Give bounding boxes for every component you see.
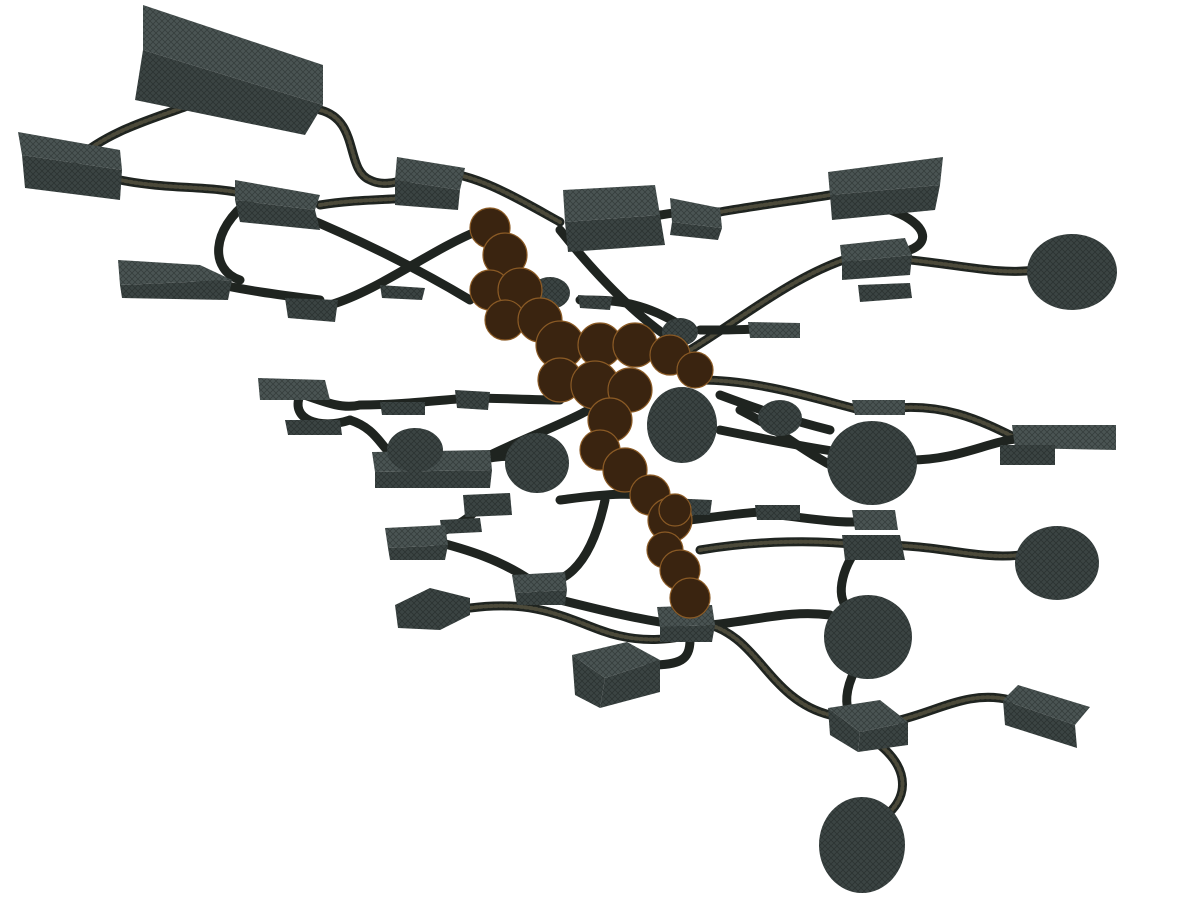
block-node [385,525,448,560]
round-node [1027,234,1117,310]
cable [905,433,1030,465]
round-node [1015,526,1099,600]
block-node [670,198,722,240]
block-node [380,285,425,300]
block-node [395,157,465,210]
cable [295,210,475,305]
block-node [755,505,800,520]
block-node [285,298,338,322]
block-node [440,493,512,534]
block-node [563,185,665,252]
block-node [858,283,912,302]
round-node [824,595,912,679]
block-node [258,378,342,435]
block-node [1003,685,1090,748]
block-node [18,132,122,200]
block-node [828,700,908,752]
block-node [578,295,612,310]
cables [70,100,1040,825]
cable [525,495,610,587]
block-node [1000,425,1116,465]
block-node [748,322,800,338]
block-node [852,400,905,415]
block-node [512,572,567,605]
block-node [235,180,320,230]
cable [325,225,485,310]
central-core [469,207,714,619]
round-node [647,387,717,463]
round-node [505,433,569,493]
round-node [827,421,917,505]
block-node [455,390,490,410]
block-node [840,238,912,280]
block-node [572,642,660,708]
block-node [380,402,425,415]
round-node [819,797,905,893]
block-node [842,510,905,560]
block-node [395,588,470,630]
block-node [118,260,232,300]
round-nodes [387,234,1117,893]
block-node [135,5,323,135]
round-node [758,400,802,436]
cable [705,609,835,630]
block-node [828,157,943,220]
cable [705,620,835,720]
round-node [387,428,443,472]
